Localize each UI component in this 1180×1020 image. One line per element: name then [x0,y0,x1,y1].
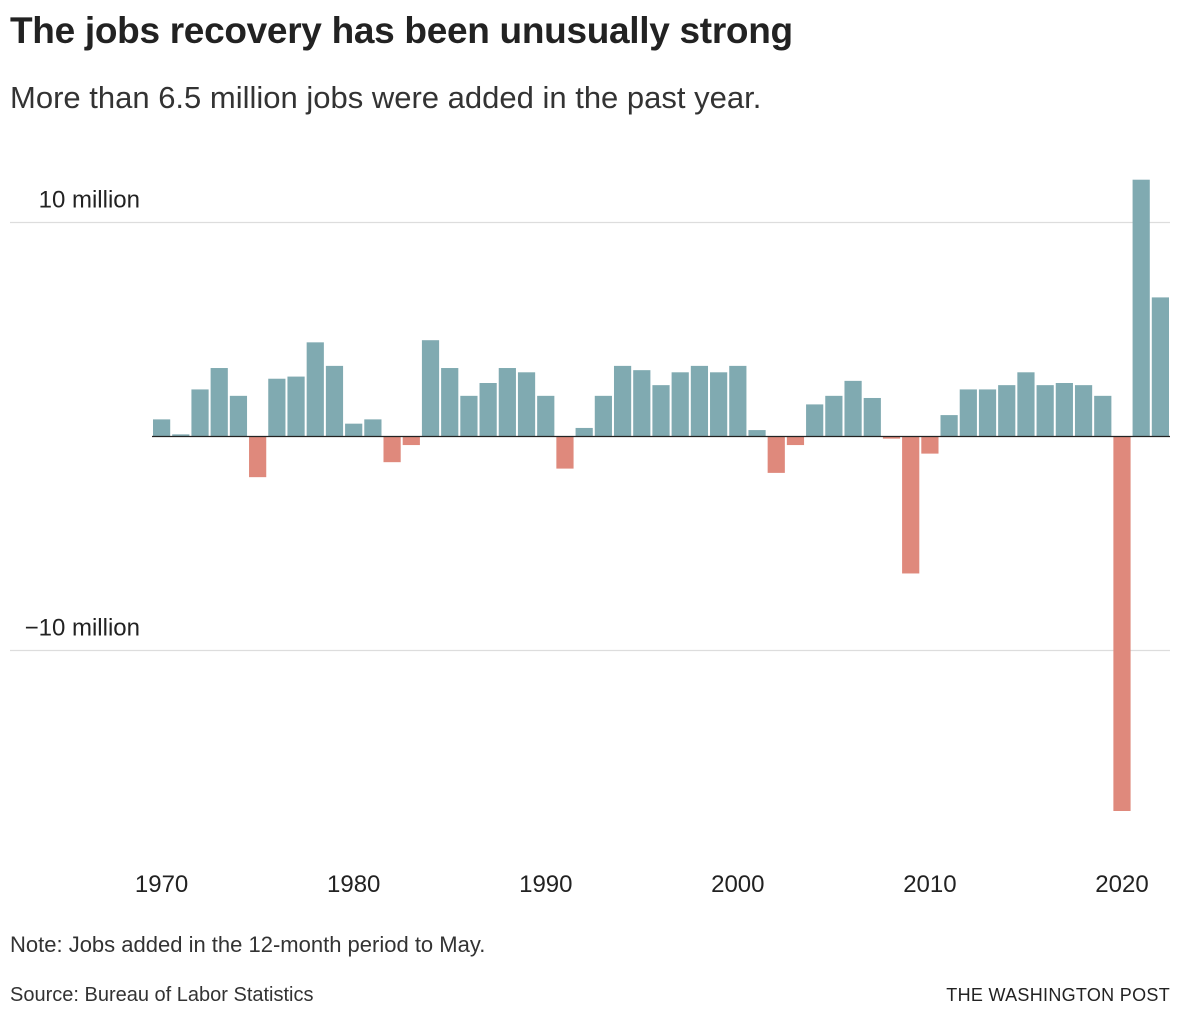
x-tick-label: 1980 [327,871,380,898]
bar-1990 [537,395,555,437]
bar-1999 [710,372,728,437]
bar-1987 [479,383,497,437]
bar-1977 [287,376,305,437]
bar-1988 [498,368,516,437]
bar-2022 [1151,297,1169,437]
chart-source: Source: Bureau of Labor Statistics [10,984,314,1006]
bar-1978 [306,342,324,437]
bar-1993 [594,395,612,437]
bar-1995 [633,370,651,437]
bar-1997 [671,372,689,437]
bar-1980 [345,423,363,437]
x-tick-label: 2000 [711,871,764,898]
bars [153,179,1169,811]
gridlines: 10 million −10 million [10,187,1170,652]
bar-1992 [575,427,593,437]
bar-2006 [844,380,862,437]
bar-2003 [786,436,805,446]
bar-1970 [153,419,171,437]
bar-1972 [191,389,209,437]
bar-2018 [1074,385,1093,437]
bar-2004 [806,404,824,437]
bar-1973 [210,368,228,437]
bar-1991 [556,436,574,469]
bar-2020 [1113,436,1131,811]
chart-note: Note: Jobs added in the 12-month period … [10,932,486,957]
bar-1976 [268,378,286,437]
bar-1998 [690,365,709,437]
bar-2011 [940,415,958,437]
bar-2015 [1017,372,1035,437]
x-tick-label: 1970 [135,871,188,898]
chart-title: The jobs recovery has been unusually str… [10,10,793,51]
bar-2002 [767,436,785,473]
bar-2008 [882,436,901,439]
bar-2014 [998,385,1016,437]
publisher-logo: THE WASHINGTON POST [946,985,1170,1005]
x-tick-label: 2010 [903,871,956,898]
bar-2001 [748,430,766,437]
bar-1996 [652,385,670,437]
bar-1983 [402,436,420,446]
y-tick-label: −10 million [25,615,140,642]
bar-1981 [364,419,382,437]
bar-2019 [1094,395,1112,437]
bar-2021 [1132,179,1150,437]
x-tick-label: 2020 [1095,871,1148,898]
bar-1994 [613,365,632,437]
bar-2007 [863,397,881,437]
bar-2005 [825,395,843,437]
bar-chart: 10 million −10 million 1970 1980 1990 2000 20… [10,179,1170,898]
bar-2017 [1055,383,1073,437]
bar-1989 [517,372,536,437]
bar-1985 [441,368,459,437]
bar-2016 [1036,385,1054,437]
bar-1984 [421,340,440,437]
bar-1982 [383,436,401,463]
bar-1971 [172,434,190,437]
bar-2013 [978,389,997,437]
bar-1986 [460,395,478,437]
x-tick-label: 1990 [519,871,572,898]
bar-1979 [325,365,344,437]
bar-2012 [959,389,977,437]
bar-1974 [229,395,248,437]
chart-subtitle: More than 6.5 million jobs were added in… [10,80,762,115]
bar-1975 [249,436,267,478]
y-tick-label: 10 million [39,187,140,214]
axes: 1970 1980 1990 2000 2010 2020 [135,435,1170,898]
bar-2000 [729,365,747,437]
bar-2009 [902,436,920,574]
bar-2010 [921,436,939,454]
